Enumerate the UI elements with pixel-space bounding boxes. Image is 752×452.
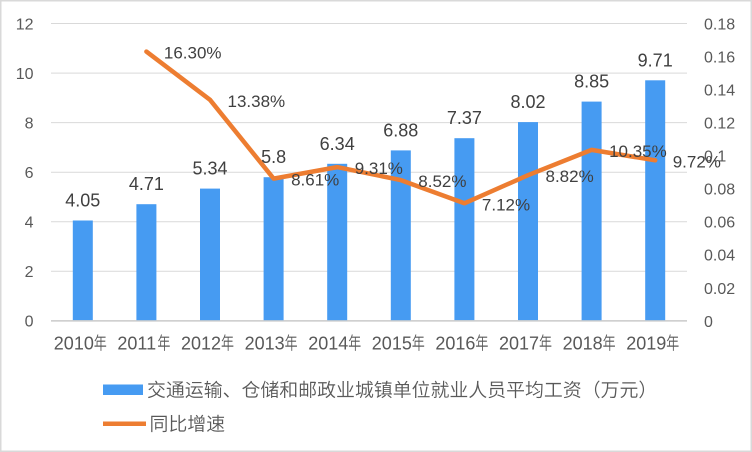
svg-text:13.38%: 13.38% [228, 92, 286, 111]
svg-text:6.88: 6.88 [383, 120, 418, 140]
svg-text:9.31%: 9.31% [355, 159, 403, 178]
svg-text:9.71: 9.71 [638, 50, 673, 70]
svg-text:2013: 2013 [245, 334, 285, 354]
svg-text:0: 0 [25, 314, 34, 331]
svg-text:0.06: 0.06 [704, 215, 735, 232]
svg-text:2019: 2019 [626, 334, 666, 354]
svg-text:2012: 2012 [181, 334, 221, 354]
svg-text:8.85: 8.85 [574, 72, 609, 92]
svg-text:2015: 2015 [372, 334, 412, 354]
svg-text:0.12: 0.12 [704, 116, 735, 133]
svg-text:10.35%: 10.35% [609, 142, 667, 161]
svg-text:4.71: 4.71 [129, 174, 164, 194]
svg-text:10: 10 [16, 66, 34, 83]
svg-text:0.18: 0.18 [704, 16, 735, 33]
svg-text:4: 4 [25, 215, 34, 232]
svg-text:8.61%: 8.61% [291, 171, 339, 190]
svg-text:5.34: 5.34 [192, 159, 227, 179]
svg-text:6: 6 [25, 165, 34, 182]
svg-text:0.04: 0.04 [704, 248, 735, 265]
svg-text:0.02: 0.02 [704, 281, 735, 298]
svg-text:0.08: 0.08 [704, 182, 735, 199]
svg-text:0: 0 [704, 314, 713, 331]
svg-text:7.12%: 7.12% [482, 195, 530, 214]
svg-text:2: 2 [25, 264, 34, 281]
svg-text:5.8: 5.8 [261, 147, 286, 167]
svg-text:16.30%: 16.30% [164, 44, 222, 63]
svg-text:8: 8 [25, 115, 34, 132]
svg-text:2017: 2017 [499, 334, 539, 354]
svg-text:0.16: 0.16 [704, 49, 735, 66]
svg-text:12: 12 [16, 16, 34, 33]
svg-text:2010: 2010 [54, 334, 94, 354]
svg-text:2018: 2018 [563, 334, 603, 354]
svg-text:0.1: 0.1 [704, 149, 726, 166]
svg-text:6.34: 6.34 [320, 134, 355, 154]
svg-text:8.52%: 8.52% [418, 172, 466, 191]
svg-text:2014: 2014 [308, 334, 348, 354]
svg-text:8.02: 8.02 [510, 92, 545, 112]
svg-text:2011: 2011 [117, 334, 156, 354]
svg-text:7.37: 7.37 [447, 108, 482, 128]
svg-text:4.05: 4.05 [65, 191, 100, 211]
svg-text:8.82%: 8.82% [546, 167, 594, 186]
svg-text:0.14: 0.14 [704, 83, 735, 100]
svg-text:2016: 2016 [435, 334, 475, 354]
svg-text:9.72%: 9.72% [673, 152, 721, 171]
